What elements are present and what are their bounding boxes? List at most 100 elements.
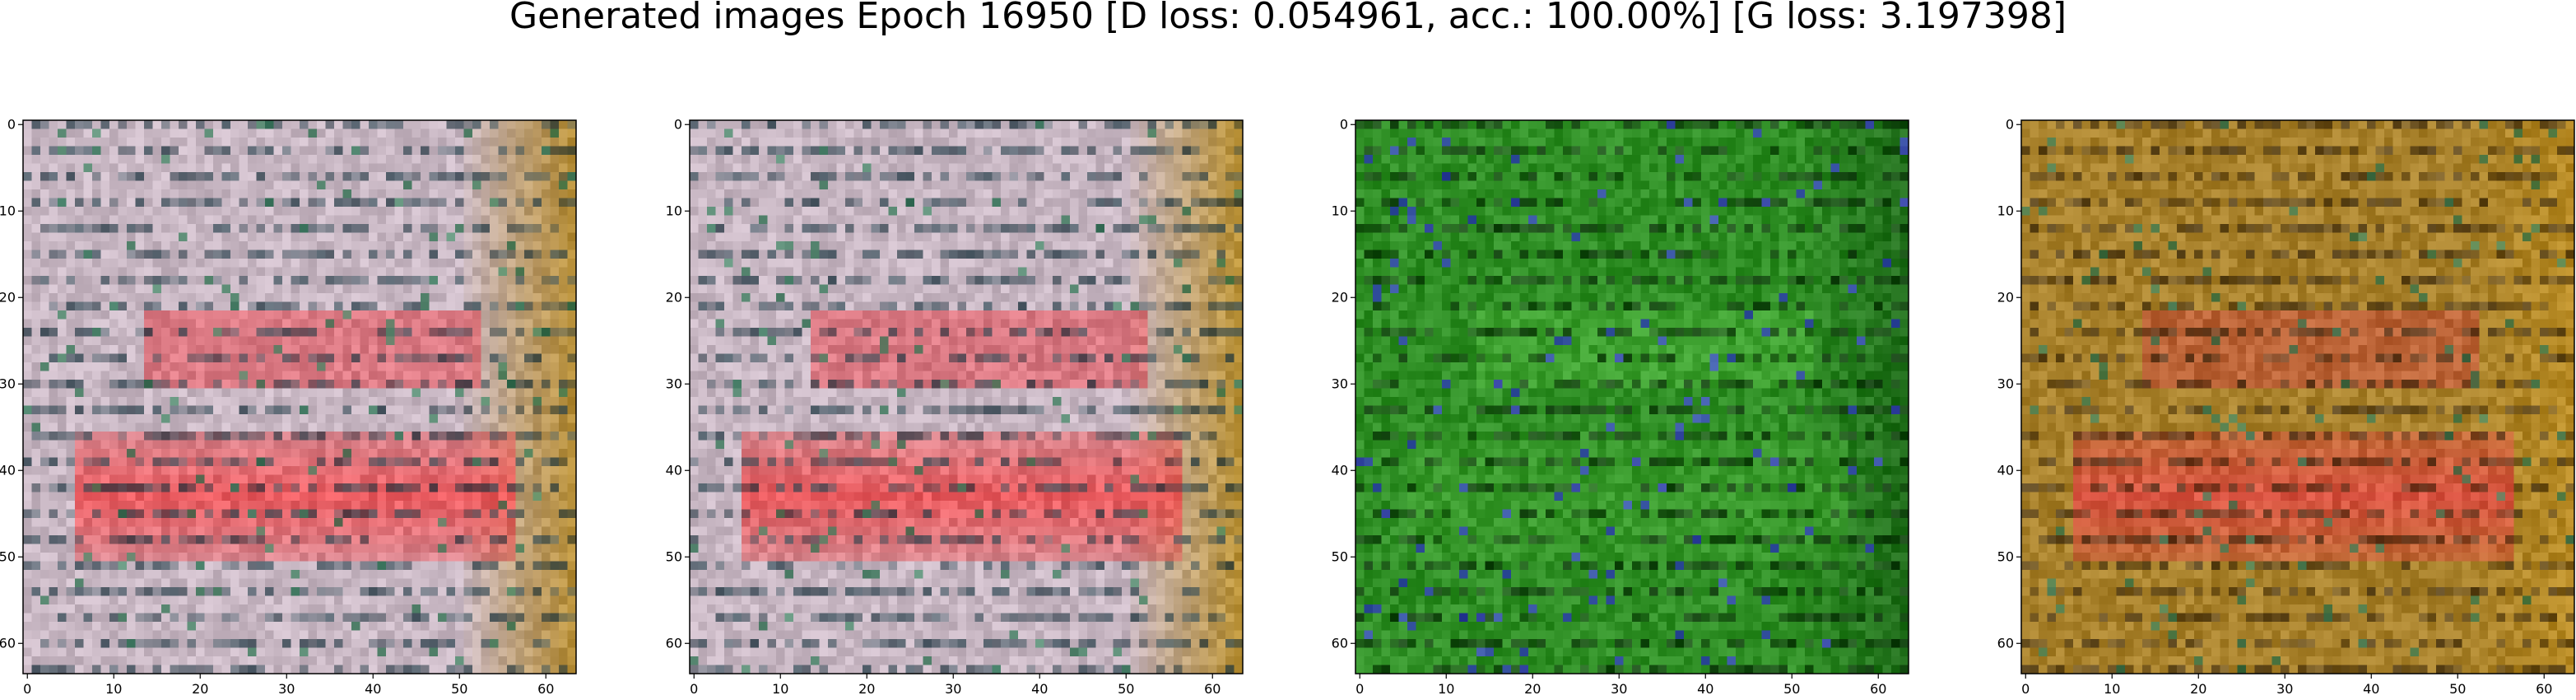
pixel [136,518,145,527]
pixel [343,466,352,475]
pixel [291,648,300,657]
pixel [430,354,439,363]
pixel [568,483,577,492]
pixel [309,544,318,553]
pixel [430,622,439,631]
pixel [438,189,447,198]
pixel [351,241,360,250]
pixel [966,155,975,164]
pixel [542,337,551,346]
pixel [84,380,93,389]
pixel [23,320,32,329]
pixel [1087,129,1096,138]
pixel [84,562,93,571]
pixel [438,441,447,450]
pixel [412,579,421,588]
pixel [334,441,343,450]
pixel [360,466,370,475]
pixel [923,216,932,225]
pixel [464,380,473,389]
pixel [559,665,568,674]
pixel [507,310,516,320]
pixel [257,639,266,648]
pixel [67,276,76,285]
pixel [1027,189,1036,198]
pixel [58,216,67,225]
pixel [144,207,153,216]
pixel [101,250,110,259]
pixel [58,320,67,329]
pixel [490,622,499,631]
pixel [92,501,101,510]
pixel [196,164,205,173]
pixel [983,172,993,181]
pixel [127,466,136,475]
pixel [507,164,516,173]
pixel [222,570,231,579]
pixel [127,120,136,129]
pixel [101,181,110,190]
pixel [136,544,145,553]
pixel [421,518,430,527]
pixel [837,233,846,242]
pixel [455,320,464,329]
pixel [58,527,67,536]
pixel [49,587,58,596]
pixel [109,544,119,553]
pixel [802,120,811,129]
pixel [222,614,231,623]
pixel [317,164,326,173]
pixel [213,570,222,579]
pixel [421,276,430,285]
pixel [84,259,93,268]
pixel [230,406,239,415]
pixel [490,614,499,623]
pixel [1225,129,1235,138]
pixel [239,406,249,415]
pixel [716,216,725,225]
pixel [386,345,395,354]
pixel [464,181,473,190]
pixel [430,648,439,657]
pixel [542,129,551,138]
pixel [369,129,378,138]
pixel [291,310,300,320]
pixel [265,380,274,389]
pixel [421,120,430,129]
pixel [1225,138,1235,147]
pixel [92,172,101,181]
pixel [360,362,370,371]
pixel [472,233,481,242]
pixel [67,475,76,484]
pixel [828,189,837,198]
pixel [161,380,170,389]
pixel [101,164,110,173]
pixel [144,155,153,164]
pixel [136,337,145,346]
pixel [222,414,231,423]
pixel [230,198,239,208]
pixel [291,527,300,536]
pixel [343,483,352,492]
pixel [136,492,145,502]
pixel [257,354,266,363]
pixel [75,120,84,129]
pixel [551,138,560,147]
pixel [369,155,378,164]
pixel [499,604,508,614]
pixel [188,354,197,363]
pixel [67,302,76,311]
pixel [386,155,395,164]
pixel [161,483,170,492]
pixel [438,147,447,156]
pixel [230,397,239,406]
pixel [32,320,41,329]
pixel [196,172,205,181]
pixel [334,371,343,380]
pixel [1087,224,1096,233]
pixel [386,622,395,631]
pixel [360,233,370,242]
pixel [533,544,542,553]
pixel [32,614,41,623]
pixel [274,189,283,198]
